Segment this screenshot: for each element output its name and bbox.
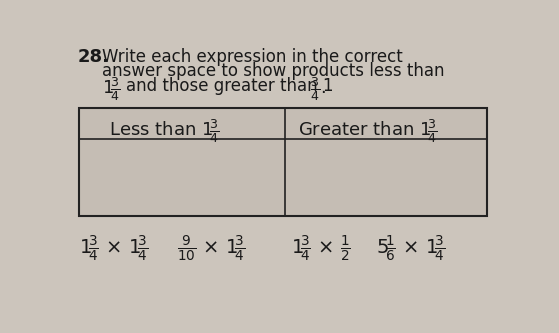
Bar [79,108,487,215]
Text: $\frac{9}{10}$ $\times$ $1\!\frac{3}{4}$: $\frac{9}{10}$ $\times$ $1\!\frac{3}{4}$ [177,234,245,264]
Text: $1\!\frac{3}{4}$ $\times$ $1\!\frac{3}{4}$: $1\!\frac{3}{4}$ $\times$ $1\!\frac{3}{4… [79,234,148,264]
Text: Greater than $1\!\frac{3}{4}$: Greater than $1\!\frac{3}{4}$ [299,117,438,145]
Text: $\frac{3}{4}$.: $\frac{3}{4}$. [310,75,326,103]
Text: 28.: 28. [78,48,110,66]
Text: $1\!\frac{3}{4}$: $1\!\frac{3}{4}$ [102,75,121,103]
Text: Less than $1\!\frac{3}{4}$: Less than $1\!\frac{3}{4}$ [108,117,219,145]
Text: $5\!\frac{1}{6}$ $\times$ $1\!\frac{3}{4}$: $5\!\frac{1}{6}$ $\times$ $1\!\frac{3}{4… [376,234,445,264]
Text: and those greater than 1: and those greater than 1 [126,77,333,95]
Text: Write each expression in the correct: Write each expression in the correct [102,48,403,66]
Text: $1\!\frac{3}{4}$ $\times$ $\frac{1}{2}$: $1\!\frac{3}{4}$ $\times$ $\frac{1}{2}$ [291,234,350,264]
Text: answer space to show products less than: answer space to show products less than [102,62,445,80]
